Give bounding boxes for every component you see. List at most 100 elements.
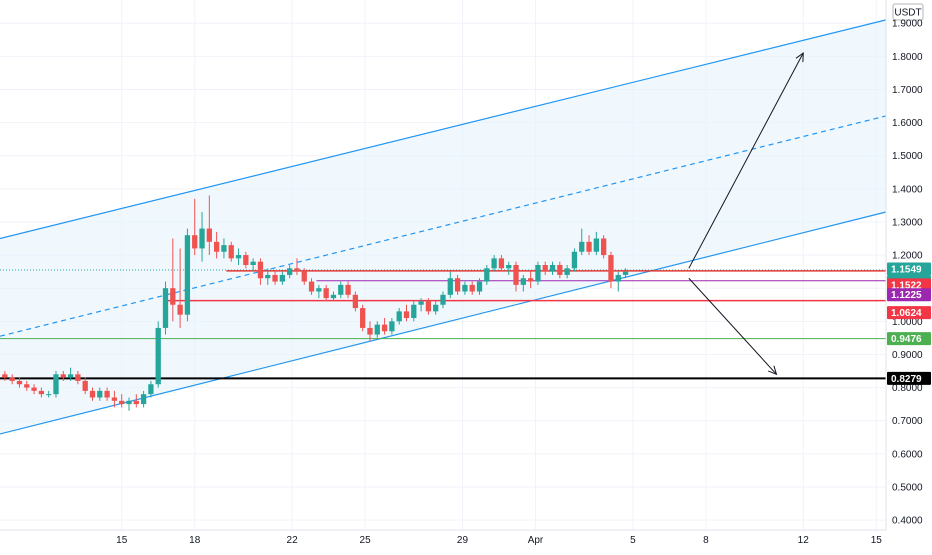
candle-body bbox=[221, 245, 227, 252]
candle-body bbox=[506, 265, 512, 269]
projection-arrow-line[interactable] bbox=[688, 52, 804, 269]
candle-body bbox=[243, 255, 249, 265]
candle-body bbox=[97, 390, 103, 398]
price-badge-label: 0.8279 bbox=[891, 374, 922, 385]
candle-body bbox=[535, 265, 541, 282]
candle-body bbox=[279, 274, 286, 282]
channel-middle-line[interactable] bbox=[0, 115, 887, 337]
price-tick-label: 1.4000 bbox=[892, 184, 923, 195]
candle-body bbox=[265, 274, 271, 279]
candle-body bbox=[16, 380, 23, 385]
price-tick-label: 1.8000 bbox=[892, 52, 923, 63]
candle-body bbox=[615, 274, 621, 282]
price-badge-label: 1.1522 bbox=[891, 280, 922, 291]
candle-body bbox=[425, 301, 432, 312]
candle-body bbox=[527, 278, 534, 282]
price-tick-label: 1.9000 bbox=[892, 19, 923, 30]
time-tick-label: 25 bbox=[360, 535, 372, 546]
candle-body bbox=[184, 235, 191, 315]
price-badge bbox=[887, 371, 931, 385]
candle-body bbox=[571, 251, 578, 269]
time-axis[interactable]: 15 18 22 25 29 Apr 5 8 12 15 bbox=[0, 529, 932, 550]
candle-body bbox=[111, 397, 118, 401]
candle-body bbox=[600, 238, 607, 256]
candle-body bbox=[396, 311, 402, 322]
candle-body bbox=[622, 271, 629, 275]
candle-body bbox=[403, 311, 410, 318]
candle-body bbox=[213, 241, 220, 252]
price-tick-label: 0.4000 bbox=[892, 516, 923, 527]
candle-body bbox=[38, 390, 45, 395]
candle-body bbox=[177, 304, 183, 315]
candle-body bbox=[126, 400, 132, 405]
candle-body bbox=[381, 324, 388, 332]
time-tick-label: 15 bbox=[871, 535, 883, 546]
price-tick-label: 0.6000 bbox=[892, 449, 923, 460]
price-badge-label: 1.1549 bbox=[891, 265, 922, 276]
price-badge bbox=[887, 306, 931, 320]
candle-body bbox=[593, 238, 599, 252]
candle-body bbox=[53, 374, 59, 395]
candle-body bbox=[206, 228, 212, 242]
price-badge bbox=[887, 262, 931, 276]
currency-badge[interactable] bbox=[892, 3, 924, 21]
candle-body bbox=[513, 265, 519, 285]
candle-body bbox=[520, 278, 526, 285]
candle-body bbox=[440, 294, 446, 305]
time-tick-label: 8 bbox=[703, 535, 709, 546]
candle-body bbox=[46, 394, 52, 396]
time-tick-label: 5 bbox=[630, 535, 636, 546]
price-badge bbox=[887, 332, 931, 346]
time-axis-bg bbox=[0, 530, 932, 550]
channel-upper-line[interactable] bbox=[0, 19, 887, 240]
candle-body bbox=[316, 288, 322, 292]
candle-body bbox=[338, 284, 344, 295]
candle-body bbox=[389, 321, 395, 332]
candle-body bbox=[433, 304, 439, 312]
candle-body bbox=[155, 327, 161, 385]
candle-body bbox=[75, 374, 81, 381]
candle-body bbox=[608, 255, 614, 282]
projection-arrows[interactable] bbox=[688, 51, 804, 376]
candle-body bbox=[491, 258, 497, 269]
horizontal-levels[interactable] bbox=[0, 269, 886, 380]
projection-arrow-line[interactable] bbox=[688, 277, 777, 375]
candle-body bbox=[119, 400, 125, 405]
time-tick-label: 22 bbox=[287, 535, 299, 546]
candle-body bbox=[9, 377, 15, 381]
candle-body bbox=[542, 265, 548, 272]
candle-body bbox=[228, 245, 234, 259]
candle-body bbox=[367, 327, 373, 335]
candle-body bbox=[140, 394, 147, 405]
candle-body bbox=[352, 294, 359, 309]
projection-arrow-head bbox=[795, 51, 804, 63]
channel-lower-line[interactable] bbox=[0, 211, 887, 435]
candle-body bbox=[294, 268, 300, 272]
price-tick-label: 0.5000 bbox=[892, 482, 923, 493]
time-tick-label: 15 bbox=[116, 535, 128, 546]
price-tick-label: 0.7000 bbox=[892, 416, 923, 427]
candle-body bbox=[418, 301, 424, 305]
candle-body bbox=[235, 255, 242, 259]
price-tick-label: 1.2000 bbox=[892, 251, 923, 262]
candle-body bbox=[31, 387, 37, 391]
candle-body bbox=[462, 284, 468, 292]
price-badge bbox=[887, 288, 931, 302]
candle-body bbox=[586, 241, 592, 252]
price-badge-label: 1.0624 bbox=[891, 308, 922, 319]
candle-body bbox=[104, 390, 110, 398]
candle-body bbox=[301, 271, 307, 282]
candle-body bbox=[192, 235, 198, 249]
time-tick-label: 18 bbox=[189, 535, 201, 546]
candlesticks bbox=[2, 195, 629, 411]
candle-body bbox=[345, 284, 351, 295]
candle-body bbox=[579, 241, 585, 252]
candle-body bbox=[257, 261, 264, 279]
candle-body bbox=[498, 258, 505, 269]
channel-fill bbox=[0, 19, 886, 434]
candle-body bbox=[557, 265, 563, 275]
candle-body bbox=[162, 288, 169, 328]
regression-channel[interactable] bbox=[0, 19, 887, 435]
